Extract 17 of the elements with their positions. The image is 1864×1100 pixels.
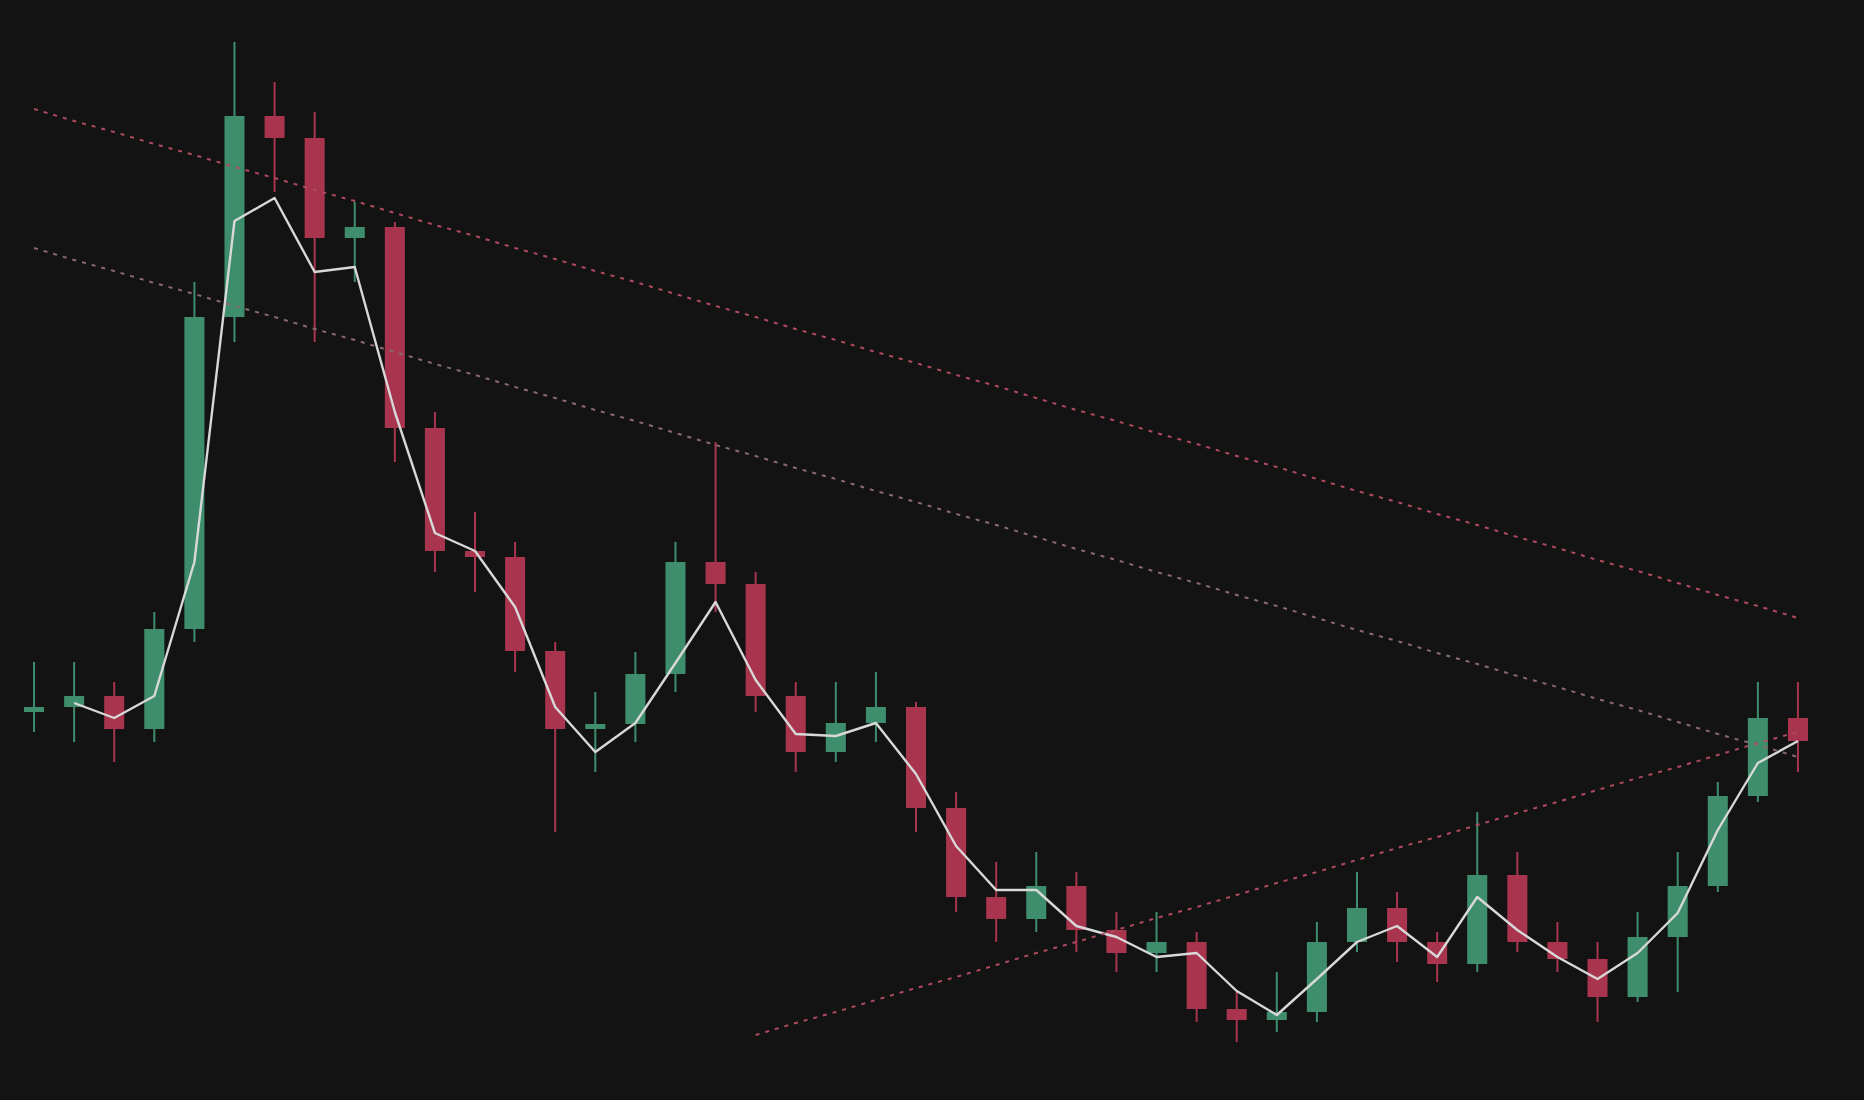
- candlestick: [104, 681, 125, 763]
- candlestick: [344, 201, 365, 283]
- candlestick: [264, 81, 285, 193]
- candlestick: [986, 861, 1007, 943]
- candlestick: [1146, 911, 1167, 973]
- candlestick: [1226, 991, 1247, 1043]
- candlestick: [585, 691, 606, 773]
- candlestick: [1787, 681, 1808, 773]
- candlestick: [1066, 871, 1087, 953]
- candlestick: [825, 681, 846, 763]
- candlestick: [1026, 851, 1047, 933]
- candlestick: [705, 441, 726, 613]
- candlestick: [1346, 871, 1367, 953]
- candlestick: [865, 671, 886, 743]
- candlestick: [24, 661, 45, 733]
- candlestick: [1387, 891, 1408, 963]
- candlestick: [1587, 941, 1608, 1023]
